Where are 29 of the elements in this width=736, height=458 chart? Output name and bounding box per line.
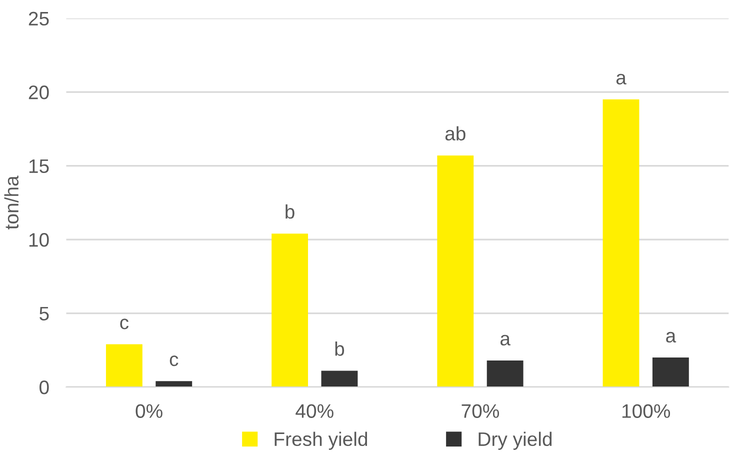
y-tick-label: 10: [29, 233, 49, 247]
bar: [321, 370, 358, 388]
x-tick-label: 0%: [136, 404, 162, 418]
data-label: b: [286, 204, 294, 219]
bar: [272, 234, 308, 388]
bar: [652, 358, 689, 388]
data-label: a: [666, 332, 676, 343]
data-label: c: [170, 356, 178, 366]
bar: [486, 360, 524, 388]
y-tick-label: 20: [28, 86, 49, 100]
bar: [156, 381, 192, 388]
bar: [602, 99, 640, 388]
data-label: b: [335, 342, 344, 356]
x-tick-label: 100%: [622, 404, 670, 418]
bar: [437, 155, 474, 388]
y-axis-title: ton/ha: [4, 176, 19, 230]
data-label: a: [616, 74, 626, 84]
legend-label: Dry yield: [478, 432, 552, 450]
y-tick-label: 15: [29, 159, 49, 174]
y-tick-label: 25: [28, 12, 49, 26]
data-label: a: [500, 334, 510, 346]
data-label: c: [120, 318, 129, 330]
y-tick-label: 0: [40, 380, 49, 394]
data-label: ab: [445, 126, 466, 141]
x-tick-label: 40%: [296, 404, 334, 418]
y-tick-label: 5: [40, 306, 49, 321]
legend-label: Fresh yield: [274, 432, 368, 450]
bar: [106, 344, 142, 388]
x-tick-label: 70%: [462, 404, 500, 418]
